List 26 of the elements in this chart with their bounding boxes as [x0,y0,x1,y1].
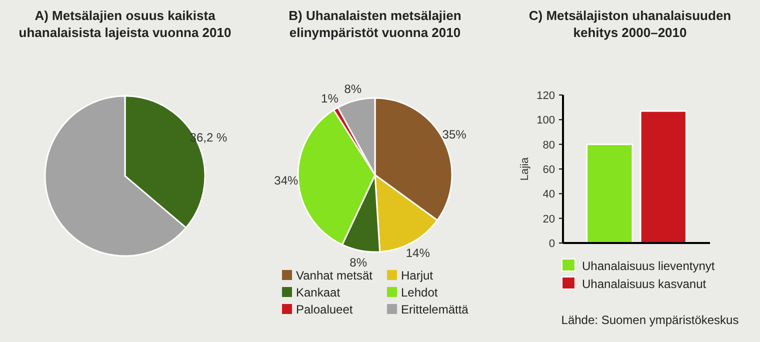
legend-label: Uhanalaisuus lieventynyt [582,259,716,273]
text: Lähde: Suomen ympäristökeskus [561,313,739,327]
y-tick-label: 60 [542,164,555,176]
data-label: 14% [406,246,430,260]
y-tick-label: 100 [536,114,555,127]
y-tick-label: 120 [536,90,555,102]
chart-title: C) Metsälajiston uhanalaisuuden kehitys 2000–2010 [528,8,732,40]
data-label: 8% [344,82,362,96]
data-label: 1% [321,91,339,106]
data-label: 35% [442,128,467,142]
y-tick-label: 40 [542,188,555,201]
legend-label: Kankaat [296,286,341,300]
chart-title: B) Uhanalaisten metsälajien elinympäristöt vuonna 2010 [288,8,462,40]
legend-label: Paloalueet [296,302,354,316]
data-label: 8% [350,255,368,270]
y-tick-label: 0 [548,238,555,250]
chart-title: A) Metsälajien osuus kaikista uhanalaisista lajeista vuonna 2010 [18,8,232,40]
legend-label: Uhanalaisuus kasvanut [582,277,707,291]
legend-label: Harjut [401,268,434,282]
legend-label: Lehdot [401,286,438,300]
data-label: 34% [274,174,299,188]
y-tick-label: 20 [542,213,555,226]
legend-label: Vanhat metsät [296,268,374,282]
legend-label: Erittelemättä [401,302,469,316]
y-axis-title: Lajia [519,156,531,181]
y-tick-label: 80 [542,139,555,152]
